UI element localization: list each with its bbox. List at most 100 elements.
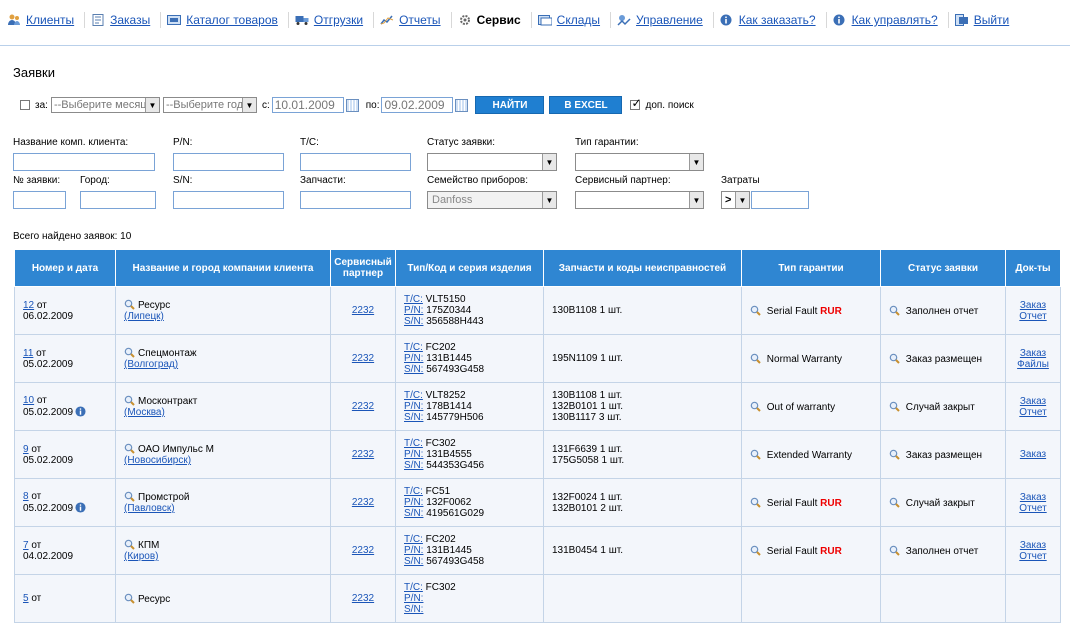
- nav-how-to-order[interactable]: Как заказать?: [714, 12, 827, 28]
- calendar-icon[interactable]: [345, 98, 359, 112]
- tc-link[interactable]: T/C:: [404, 438, 423, 449]
- document-link[interactable]: Отчет: [1019, 502, 1047, 514]
- col-warranty[interactable]: Тип гарантии: [741, 249, 881, 287]
- document-link[interactable]: Заказ: [1019, 539, 1047, 551]
- info-icon[interactable]: [75, 502, 86, 513]
- request-number-link[interactable]: 7: [23, 539, 29, 551]
- magnifier-icon[interactable]: [124, 539, 135, 550]
- sn-link[interactable]: S/N:: [404, 604, 424, 615]
- costs-operator-select[interactable]: > ▼: [721, 191, 750, 209]
- document-link[interactable]: Заказ: [1019, 449, 1047, 460]
- request-number-link[interactable]: 11: [23, 347, 34, 359]
- tc-link[interactable]: T/C:: [404, 582, 423, 593]
- calendar-icon[interactable]: [455, 98, 469, 112]
- magnifier-icon[interactable]: [750, 449, 761, 460]
- col-parts[interactable]: Запчасти и коды неисправностей: [543, 249, 742, 287]
- col-status[interactable]: Статус заявки: [880, 249, 1006, 287]
- document-link[interactable]: Заказ: [1019, 395, 1047, 407]
- magnifier-icon[interactable]: [124, 299, 135, 310]
- pn-link[interactable]: P/N:: [404, 497, 424, 508]
- export-excel-button[interactable]: В EXCEL: [549, 96, 623, 114]
- col-docs[interactable]: Док-ты: [1005, 249, 1061, 287]
- magnifier-icon[interactable]: [124, 443, 135, 454]
- parts-input[interactable]: [300, 191, 411, 209]
- magnifier-icon[interactable]: [124, 491, 135, 502]
- warranty-type-select[interactable]: ▼: [575, 153, 704, 171]
- request-number-link[interactable]: 10: [23, 395, 35, 406]
- request-number-link[interactable]: 9: [23, 443, 29, 455]
- magnifier-icon[interactable]: [750, 497, 761, 508]
- sn-link[interactable]: S/N:: [404, 316, 424, 327]
- nav-reports[interactable]: Отчеты: [374, 12, 452, 28]
- date-to-input[interactable]: 09.02.2009: [381, 97, 454, 113]
- tc-link[interactable]: T/C:: [404, 390, 423, 401]
- col-client[interactable]: Название и город компании клиента: [115, 249, 331, 287]
- magnifier-icon[interactable]: [124, 347, 135, 358]
- service-partner-link[interactable]: 2232: [351, 353, 375, 364]
- document-link[interactable]: Отчет: [1019, 310, 1047, 322]
- date-from-input[interactable]: 10.01.2009: [271, 97, 344, 113]
- year-select[interactable]: --Выберите год-- ▼: [162, 97, 257, 113]
- request-no-input[interactable]: [13, 191, 66, 209]
- nav-warehouses[interactable]: Склады: [532, 12, 612, 28]
- pn-link[interactable]: P/N:: [404, 401, 424, 412]
- sn-input[interactable]: [173, 191, 284, 209]
- col-partner[interactable]: Сервисный партнер: [330, 249, 396, 287]
- document-link[interactable]: Отчет: [1019, 406, 1047, 418]
- tc-link[interactable]: T/C:: [404, 534, 423, 545]
- document-link[interactable]: Отчет: [1019, 550, 1047, 562]
- for-period-checkbox[interactable]: [20, 100, 30, 110]
- sn-link[interactable]: S/N:: [404, 412, 424, 423]
- pn-link[interactable]: P/N:: [404, 545, 424, 556]
- client-name-input[interactable]: [13, 153, 155, 171]
- device-family-select[interactable]: Danfoss ▼: [427, 191, 557, 209]
- info-icon[interactable]: [75, 406, 86, 417]
- magnifier-icon[interactable]: [750, 353, 761, 364]
- request-number-link[interactable]: 8: [23, 491, 29, 502]
- col-number-date[interactable]: Номер и дата: [14, 249, 116, 287]
- sn-link[interactable]: S/N:: [404, 508, 424, 519]
- service-partner-link[interactable]: 2232: [351, 449, 375, 460]
- pn-link[interactable]: P/N:: [404, 449, 424, 460]
- pn-link[interactable]: P/N:: [404, 353, 424, 364]
- nav-catalog[interactable]: Каталог товаров: [161, 12, 289, 28]
- service-partner-link[interactable]: 2232: [351, 401, 375, 412]
- nav-orders[interactable]: Заказы: [85, 12, 162, 28]
- nav-how-to-manage[interactable]: Как управлять?: [827, 12, 949, 28]
- client-city-link[interactable]: (Москва): [124, 407, 165, 418]
- extra-search-checkbox[interactable]: [630, 96, 642, 110]
- tc-link[interactable]: T/C:: [404, 342, 423, 353]
- status-select[interactable]: ▼: [427, 153, 557, 171]
- magnifier-icon[interactable]: [750, 305, 761, 316]
- service-partner-link[interactable]: 2232: [351, 497, 375, 508]
- month-select[interactable]: --Выберите месяц-- ▼: [50, 97, 160, 113]
- service-partner-link[interactable]: 2232: [351, 305, 375, 316]
- magnifier-icon[interactable]: [889, 497, 900, 508]
- sn-link[interactable]: S/N:: [404, 556, 424, 567]
- client-city-link[interactable]: (Волгоград): [124, 359, 179, 370]
- sn-link[interactable]: S/N:: [404, 460, 424, 471]
- tc-link[interactable]: T/C:: [404, 486, 423, 497]
- pn-link[interactable]: P/N:: [404, 305, 424, 316]
- document-link[interactable]: Заказ: [1019, 299, 1047, 311]
- service-partner-link[interactable]: 2232: [351, 545, 375, 556]
- city-input[interactable]: [80, 191, 156, 209]
- document-link[interactable]: Файлы: [1017, 358, 1049, 370]
- nav-shipments[interactable]: Отгрузки: [289, 12, 375, 28]
- request-number-link[interactable]: 12: [23, 299, 35, 311]
- magnifier-icon[interactable]: [124, 395, 135, 406]
- col-type-code[interactable]: Тип/Код и серия изделия: [395, 249, 544, 287]
- magnifier-icon[interactable]: [889, 449, 900, 460]
- client-city-link[interactable]: (Киров): [124, 551, 159, 562]
- client-city-link[interactable]: (Павловск): [124, 503, 175, 514]
- magnifier-icon[interactable]: [124, 593, 135, 604]
- client-city-link[interactable]: (Новосибирск): [124, 455, 192, 466]
- document-link[interactable]: Заказ: [1019, 347, 1047, 359]
- magnifier-icon[interactable]: [889, 545, 900, 556]
- document-link[interactable]: Заказ: [1019, 491, 1047, 503]
- pn-input[interactable]: [173, 153, 284, 171]
- client-city-link[interactable]: (Липецк): [124, 311, 164, 322]
- nav-service[interactable]: Сервис: [452, 12, 532, 28]
- nav-clients[interactable]: Клиенты: [0, 12, 86, 28]
- find-button[interactable]: НАЙТИ: [475, 96, 545, 114]
